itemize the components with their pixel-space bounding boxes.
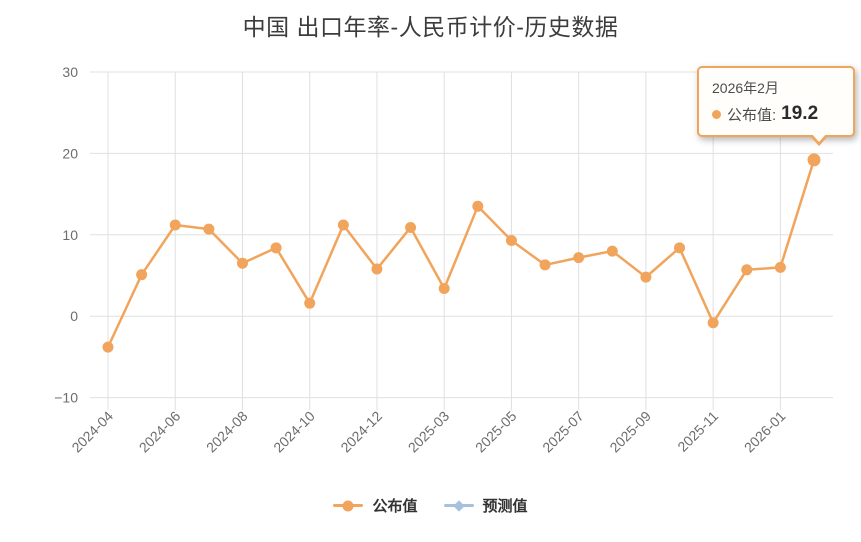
data-point[interactable] (304, 297, 316, 309)
x-axis-label: 2025-03 (405, 408, 453, 456)
y-axis-label: 10 (62, 227, 78, 243)
y-axis-label: 30 (62, 64, 78, 80)
legend-label-published: 公布值 (372, 498, 418, 515)
legend: 公布值 预测值 (0, 495, 861, 516)
data-point[interactable] (573, 252, 585, 264)
data-point[interactable] (707, 317, 719, 329)
series-line (106, 158, 816, 349)
data-point[interactable] (505, 234, 517, 246)
y-axis-label: −10 (54, 390, 78, 406)
chart-title: 中国 出口年率-人民币计价-历史数据 (242, 14, 619, 40)
data-point[interactable] (203, 223, 215, 235)
data-point[interactable] (674, 242, 686, 254)
x-axis-label: 2024-06 (136, 408, 184, 456)
data-point[interactable] (270, 242, 282, 254)
data-point[interactable] (337, 219, 349, 231)
tooltip-date: 2026年2月 (712, 80, 779, 96)
data-point-highlighted[interactable] (807, 153, 821, 167)
x-axis-label: 2025-11 (674, 408, 721, 455)
data-point[interactable] (169, 219, 181, 231)
y-axis-label: 0 (70, 308, 78, 324)
x-axis-label: 2024-08 (203, 408, 251, 456)
data-point[interactable] (136, 269, 148, 281)
data-point[interactable] (371, 263, 383, 275)
tooltip: 2026年2月 公布值: 19.2 (697, 66, 855, 146)
diamond-marker-icon (443, 504, 474, 507)
data-point[interactable] (741, 264, 753, 276)
x-axis-label: 2026-01 (741, 408, 789, 456)
y-axis-label: 20 (62, 145, 78, 161)
legend-item-published[interactable]: 公布值 (333, 495, 418, 516)
data-point[interactable] (236, 257, 248, 269)
plot-area[interactable]: 30 20 10 0 −10 2024-04 2024-06 2024-08 2024-10 20… (0, 0, 861, 480)
data-point[interactable] (640, 271, 652, 283)
x-axis-label: 2025-07 (539, 408, 587, 456)
x-axis-label: 2025-09 (606, 408, 654, 456)
legend-item-forecast[interactable]: 预测值 (443, 495, 528, 516)
data-point[interactable] (774, 261, 786, 273)
x-axis-label: 2024-12 (337, 408, 385, 456)
data-point[interactable] (102, 341, 114, 353)
tooltip-value: 19.2 (781, 103, 819, 124)
legend-label-forecast: 预测值 (482, 498, 528, 515)
tooltip-value-row: 公布值: 19.2 (712, 103, 853, 125)
tooltip-series-label: 公布值: (727, 106, 777, 124)
data-point[interactable] (472, 200, 484, 212)
x-axis-label: 2025-05 (472, 408, 520, 456)
x-axis-label: 2024-04 (68, 408, 116, 456)
data-point[interactable] (438, 283, 450, 295)
tooltip-arrow-fill-icon (811, 133, 827, 142)
series-dot-icon (712, 109, 721, 119)
data-point[interactable] (606, 245, 618, 257)
x-axis-label: 2024-10 (270, 408, 318, 456)
circle-marker-icon (333, 504, 364, 507)
data-point[interactable] (539, 259, 551, 271)
data-point[interactable] (405, 221, 417, 233)
